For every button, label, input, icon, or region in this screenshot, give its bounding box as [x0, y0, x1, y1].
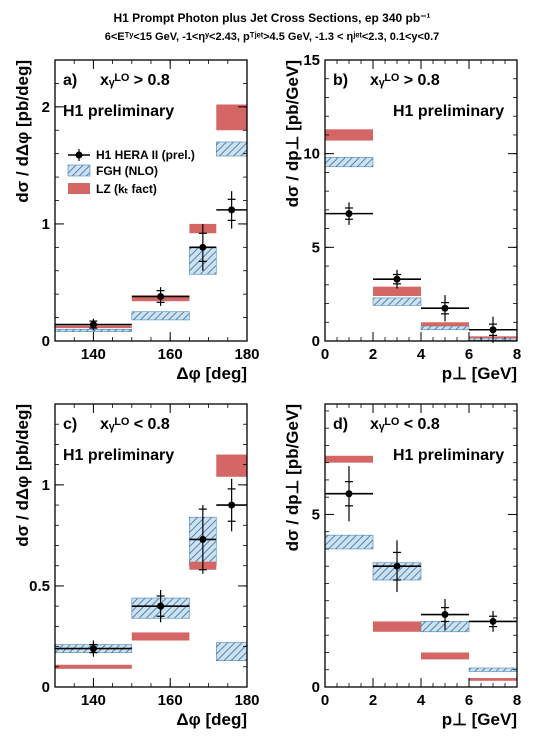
y-axis-label: dσ / dΔφ [pb/deg] [13, 60, 32, 203]
lz-band [469, 678, 517, 681]
legend: H1 HERA II (prel.) FGH (NLO) LZ (kₜ fact) [67, 148, 195, 196]
fgh-band [131, 311, 190, 321]
y-axis-label: dσ / dp⊥ [pb/GeV] [283, 404, 302, 551]
y-axis-label: dσ / dp⊥ [pb/GeV] [283, 60, 302, 207]
legend-fgh-swatch [67, 164, 91, 177]
legend-fgh-label: FGH (NLO) [96, 164, 158, 178]
fgh-band [215, 141, 248, 157]
y-axis-label: dσ / dΔφ [pb/deg] [13, 404, 32, 547]
y-tick-label: 15 [303, 52, 320, 69]
lz-band [421, 322, 469, 327]
fgh-band [324, 157, 374, 168]
x-tick-label: 160 [158, 346, 183, 363]
x-tick-label: 180 [234, 692, 259, 709]
preliminary-label: H1 preliminary [393, 447, 504, 464]
x-tick-label: 140 [81, 692, 106, 709]
x-tick-label: 140 [81, 346, 106, 363]
x-axis-label: Δφ [deg] [176, 364, 247, 383]
panel-label: d) [333, 416, 348, 433]
y-tick-label: 0 [312, 333, 320, 350]
data-point [199, 535, 207, 543]
data-point [393, 275, 401, 283]
panel-label: b) [333, 72, 348, 89]
x-tick-label: 8 [513, 692, 521, 709]
x-tick-label: 180 [234, 346, 259, 363]
y-tick-label: 1 [42, 216, 50, 233]
lz-band [325, 455, 373, 463]
panel-cut: xᵧᴸᴼ < 0.8 [370, 416, 440, 433]
y-tick-label: 10 [303, 146, 320, 163]
x-tick-label: 2 [369, 346, 377, 363]
panel-label: c) [63, 416, 77, 433]
lz-band [216, 104, 247, 131]
y-tick-label: 0.5 [29, 578, 50, 595]
data-point [345, 490, 353, 498]
x-tick-label: 0 [321, 692, 329, 709]
data-point [393, 562, 401, 570]
preliminary-label: H1 preliminary [63, 103, 174, 120]
data-point [89, 321, 97, 329]
panel-cut: xᵧᴸᴼ > 0.8 [100, 72, 170, 89]
data-point [489, 617, 497, 625]
panel-3: 0 2 4 6 8 0 5 p⊥ [GeV] dσ / dp⊥ [pb/GeV] d) xᵧᴸᴼ <… [283, 403, 521, 729]
panel-label: a) [63, 72, 77, 89]
figure-title: H1 Prompt Photon plus Jet Cross Sections… [113, 11, 430, 25]
fgh-band [420, 325, 470, 331]
fgh-band [372, 297, 422, 306]
data-point [89, 645, 97, 653]
lz-band [421, 652, 469, 660]
panel-2: 140 160 180 0 0.5 1 Δφ [deg] dσ / dΔφ [pb/deg] c… [13, 403, 260, 729]
data-point [157, 293, 165, 301]
lz-band [131, 632, 190, 641]
y-tick-label: 1 [42, 477, 50, 494]
preliminary-label: H1 preliminary [63, 447, 174, 464]
data-point [228, 206, 236, 214]
x-tick-label: 6 [465, 692, 473, 709]
x-axis-label: p⊥ [GeV] [442, 710, 517, 729]
legend-lz-swatch [68, 183, 90, 194]
y-tick-label: 2 [42, 99, 50, 116]
panel-cut: xᵧᴸᴼ > 0.8 [370, 72, 440, 89]
fgh-band [468, 667, 518, 672]
panel-0: 140 160 180 0 1 2 Δφ [deg] dσ / dΔφ [pb/deg] a) x… [13, 59, 260, 383]
data-point [441, 611, 449, 619]
lz-band [325, 129, 373, 141]
y-tick-label: 5 [312, 506, 320, 523]
data-point [199, 243, 207, 251]
figure-subtitle: 6<Eᵀʸ<15 GeV, -1<ηʸ<2.43, pᵀʲᵉᵗ>4.5 GeV,… [105, 31, 440, 43]
lz-band [216, 454, 247, 477]
fgh-band [324, 534, 374, 550]
x-tick-label: 160 [158, 692, 183, 709]
panel-cut: xᵧᴸᴼ < 0.8 [100, 416, 170, 433]
preliminary-label: H1 preliminary [393, 103, 504, 120]
y-tick-label: 0 [42, 333, 50, 350]
x-tick-label: 2 [369, 692, 377, 709]
legend-data-label: H1 HERA II (prel.) [96, 148, 195, 162]
lz-band [373, 286, 421, 297]
x-tick-label: 8 [513, 346, 521, 363]
data-point [157, 602, 165, 610]
lz-band [373, 621, 421, 632]
lz-band [55, 664, 132, 669]
x-axis-label: p⊥ [GeV] [442, 364, 517, 383]
fgh-band [215, 642, 248, 662]
legend-data-marker [75, 151, 83, 159]
data-point [489, 326, 497, 334]
x-tick-label: 6 [465, 346, 473, 363]
y-tick-label: 0 [42, 679, 50, 696]
x-axis-label: Δφ [deg] [176, 710, 247, 729]
x-tick-label: 4 [417, 346, 426, 363]
y-tick-label: 0 [312, 679, 320, 696]
data-point [228, 501, 236, 509]
x-tick-label: 4 [417, 692, 426, 709]
y-tick-label: 5 [312, 239, 320, 256]
data-point [345, 210, 353, 218]
data-point [441, 304, 449, 312]
legend-lz-label: LZ (kₜ fact) [96, 182, 157, 196]
panel-1: 0 2 4 6 8 0 5 10 15 p⊥ [GeV] dσ / dp⊥ [pb/GeV] b) xᵧ… [283, 52, 521, 383]
x-tick-label: 0 [321, 346, 329, 363]
